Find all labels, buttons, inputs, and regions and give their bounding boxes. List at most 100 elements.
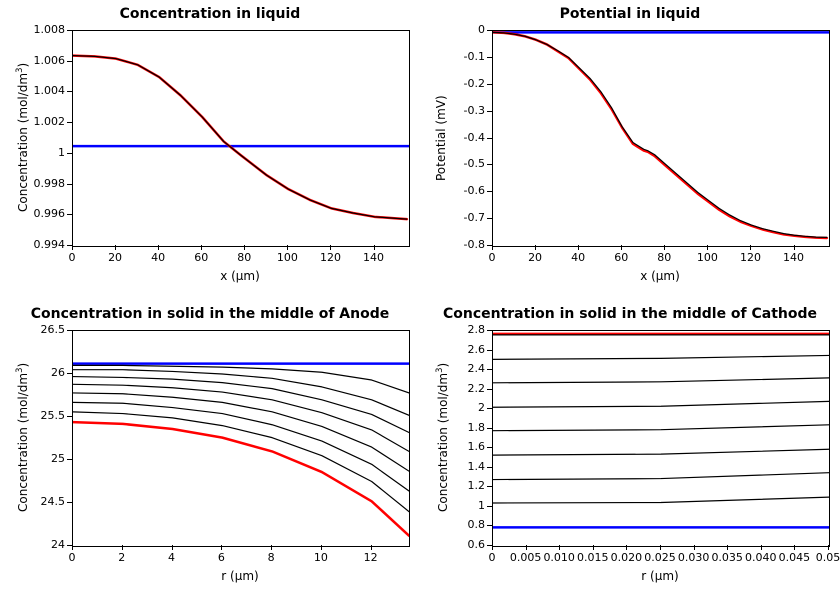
x-tick-mark: [115, 245, 116, 250]
y-tick-label: 2: [478, 401, 485, 414]
panel-potential-liquid: Potential in liquid020406080100120140-0.…: [420, 0, 840, 300]
y-tick-mark: [487, 545, 492, 546]
x-tick-mark: [707, 245, 708, 250]
y-tick-mark: [487, 408, 492, 409]
y-tick-mark: [67, 153, 72, 154]
x-tick-mark: [122, 545, 123, 550]
x-tick-mark: [201, 245, 202, 250]
y-tick-mark: [67, 373, 72, 374]
x-tick-mark: [158, 245, 159, 250]
series-line: [493, 32, 827, 238]
y-tick-label: 24.5: [41, 495, 66, 508]
y-tick-label: 2.6: [468, 343, 486, 356]
y-tick-label: 24: [51, 538, 65, 551]
series-line: [73, 393, 409, 471]
x-tick-mark: [694, 545, 695, 550]
x-tick-mark: [727, 545, 728, 550]
series-line: [493, 473, 829, 480]
x-tick-mark: [271, 545, 272, 550]
x-axis-label: r (µm): [72, 569, 408, 583]
plot-svg: [493, 31, 829, 246]
series-line: [73, 56, 407, 220]
y-tick-mark: [487, 389, 492, 390]
x-tick-mark: [72, 545, 73, 550]
x-tick-mark: [492, 545, 493, 550]
y-axis-label: Concentration (mol/dm3): [14, 63, 30, 212]
y-tick-mark: [67, 30, 72, 31]
y-axis-label: Concentration (mol/dm3): [14, 363, 30, 512]
y-tick-label: -0.4: [464, 131, 485, 144]
x-axis-label: x (µm): [72, 269, 408, 283]
y-tick-label: 2.8: [468, 323, 486, 336]
x-tick-label: 40: [138, 251, 178, 264]
y-tick-mark: [487, 506, 492, 507]
y-tick-label: 0.996: [34, 207, 66, 220]
x-tick-mark: [761, 545, 762, 550]
y-tick-mark: [67, 214, 72, 215]
y-tick-label: 1: [478, 499, 485, 512]
x-tick-mark: [621, 245, 622, 250]
chart-title: Concentration in liquid: [0, 6, 420, 22]
series-line: [493, 425, 829, 431]
series-line: [73, 402, 409, 491]
y-tick-mark: [487, 30, 492, 31]
y-tick-label: 26: [51, 366, 65, 379]
y-tick-label: 0: [478, 23, 485, 36]
y-tick-mark: [67, 245, 72, 246]
x-tick-label: 60: [181, 251, 221, 264]
series-line: [493, 497, 829, 503]
series-line: [73, 370, 409, 416]
x-tick-mark: [244, 245, 245, 250]
x-tick-label: 8: [251, 551, 291, 564]
x-tick-mark: [321, 545, 322, 550]
chart-title: Concentration in solid in the middle of …: [420, 306, 840, 322]
x-axis-label: x (µm): [492, 269, 828, 283]
series-line: [493, 355, 829, 359]
y-tick-label: 2.2: [468, 382, 486, 395]
y-tick-label: 0.6: [468, 538, 486, 551]
y-tick-label: 1.006: [34, 54, 66, 67]
x-tick-mark: [287, 245, 288, 250]
x-tick-label: 0: [472, 251, 512, 264]
y-tick-label: -0.7: [464, 211, 485, 224]
x-tick-label: 0: [52, 251, 92, 264]
x-tick-mark: [664, 245, 665, 250]
y-tick-mark: [67, 184, 72, 185]
series-line: [493, 378, 829, 383]
series-line: [73, 422, 409, 536]
x-tick-mark: [330, 245, 331, 250]
y-axis-label: Potential (mV): [434, 95, 448, 181]
x-tick-mark: [660, 545, 661, 550]
y-tick-label: 1: [58, 146, 65, 159]
x-tick-label: 120: [310, 251, 350, 264]
x-tick-mark: [526, 545, 527, 550]
x-tick-label: 0.05: [808, 551, 840, 564]
series-line: [73, 56, 407, 220]
y-tick-label: -0.3: [464, 104, 485, 117]
x-tick-label: 60: [601, 251, 641, 264]
x-axis-label: r (µm): [492, 569, 828, 583]
chart-grid: Concentration in liquid02040608010012014…: [0, 0, 840, 600]
y-tick-mark: [487, 350, 492, 351]
y-tick-label: 2.4: [468, 362, 486, 375]
y-tick-mark: [67, 459, 72, 460]
y-tick-label: -0.6: [464, 184, 485, 197]
y-tick-label: 1.6: [468, 440, 486, 453]
y-tick-label: -0.8: [464, 238, 485, 251]
y-tick-mark: [487, 84, 492, 85]
chart-title: Concentration in solid in the middle of …: [0, 306, 420, 322]
x-tick-mark: [72, 245, 73, 250]
plot-svg: [73, 331, 409, 546]
y-tick-label: -0.1: [464, 50, 485, 63]
y-tick-label: 1.8: [468, 421, 486, 434]
y-tick-mark: [67, 330, 72, 331]
x-tick-mark: [828, 545, 829, 550]
y-tick-label: 1.002: [34, 115, 66, 128]
y-tick-mark: [487, 191, 492, 192]
y-tick-mark: [487, 111, 492, 112]
x-tick-mark: [593, 545, 594, 550]
y-tick-label: 0.8: [468, 518, 486, 531]
plot-svg: [493, 331, 829, 546]
x-tick-mark: [578, 245, 579, 250]
x-tick-label: 100: [687, 251, 727, 264]
